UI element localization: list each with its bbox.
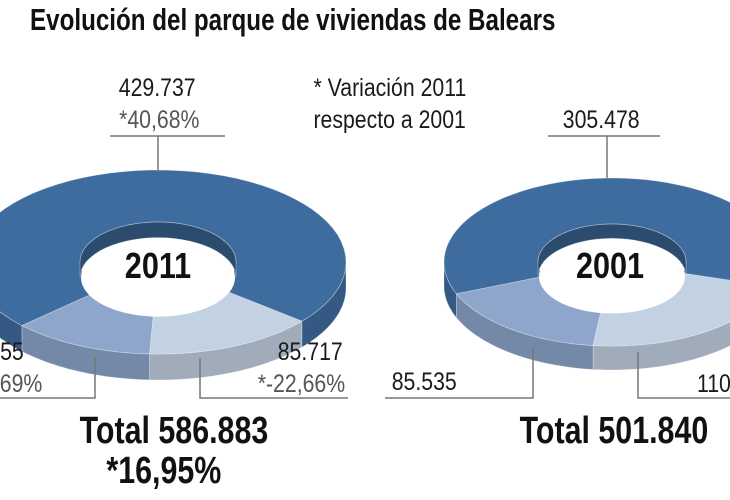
leader-line: [385, 348, 534, 399]
note-line-1: * Variación 2011: [313, 74, 467, 102]
label-2011-mid-change: 69%: [0, 370, 43, 398]
donut-hole: [81, 238, 235, 317]
donut-inner-wall-dark: [537, 223, 687, 277]
donut-slice-dark: [443, 177, 730, 295]
leader-line: [637, 352, 730, 399]
donut-side-dark: [443, 262, 457, 319]
leader-line: [199, 358, 348, 399]
donut-inner-wall-dark: [79, 221, 237, 278]
leader-line: [0, 358, 96, 399]
label-2011-light-change: *-22,66%: [257, 370, 346, 398]
total-2001: Total 501.840: [519, 410, 709, 452]
label-2011-dark-value: 429.737: [118, 74, 196, 102]
center-label-2011: 2011: [124, 245, 192, 286]
donut-side-dark: [0, 311, 23, 353]
label-2001-dark-value: 305.478: [562, 106, 640, 134]
label-2001-mid-value: 85.535: [391, 368, 457, 396]
note-line-2: respecto a 2001: [313, 106, 466, 134]
leader-lines: [0, 135, 730, 399]
donut-2011: [0, 169, 347, 381]
donut-hole: [539, 239, 685, 314]
label-2001-light-value: 110: [696, 370, 730, 398]
total-change-2011: *16,95%: [106, 450, 222, 492]
donut-2001: [443, 177, 730, 371]
total-2011: Total 586.883: [79, 410, 269, 452]
label-2011-dark-change: *40,68%: [119, 106, 200, 134]
label-2011-light-value: 85.717: [277, 338, 343, 366]
center-label-2001: 2001: [575, 245, 645, 286]
label-2011-mid-value: 55: [0, 338, 24, 366]
chart-title: Evolución del parque de viviendas de Bal…: [30, 2, 556, 37]
